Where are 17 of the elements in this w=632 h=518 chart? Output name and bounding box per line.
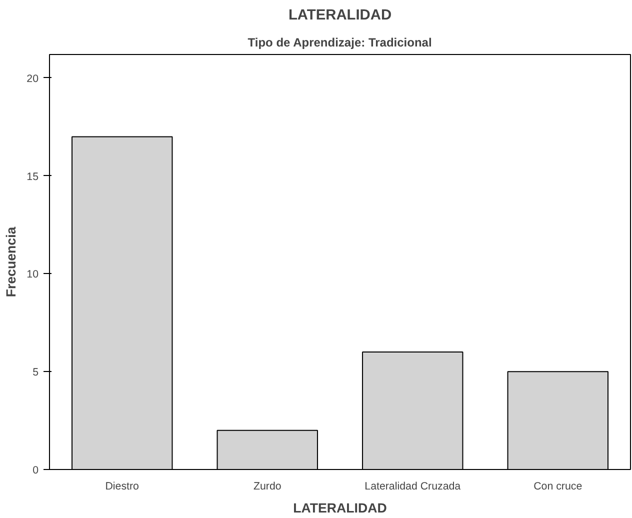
x-tick-label: Con cruce <box>534 480 582 492</box>
chart-title: LATERALIDAD <box>288 8 392 24</box>
x-tick-label: Lateralidad Cruzada <box>364 480 461 492</box>
bar <box>362 352 464 470</box>
bar <box>216 430 318 470</box>
x-axis-title: LATERALIDAD <box>293 500 388 516</box>
y-tick-label: 10 <box>26 268 39 281</box>
y-tick-label: 0 <box>32 464 39 476</box>
bar <box>72 136 173 470</box>
y-axis-title: Frecuencia <box>4 226 19 298</box>
x-tick-label: Diestro <box>105 480 140 492</box>
y-tick-label: 15 <box>26 170 39 183</box>
bar <box>507 371 608 470</box>
chart-subtitle: Tipo de Aprendizaje: Tradicional <box>248 36 432 50</box>
x-tick-label: Zurdo <box>253 480 282 492</box>
y-tick-label: 20 <box>26 72 39 85</box>
y-tick-label: 5 <box>32 366 39 379</box>
